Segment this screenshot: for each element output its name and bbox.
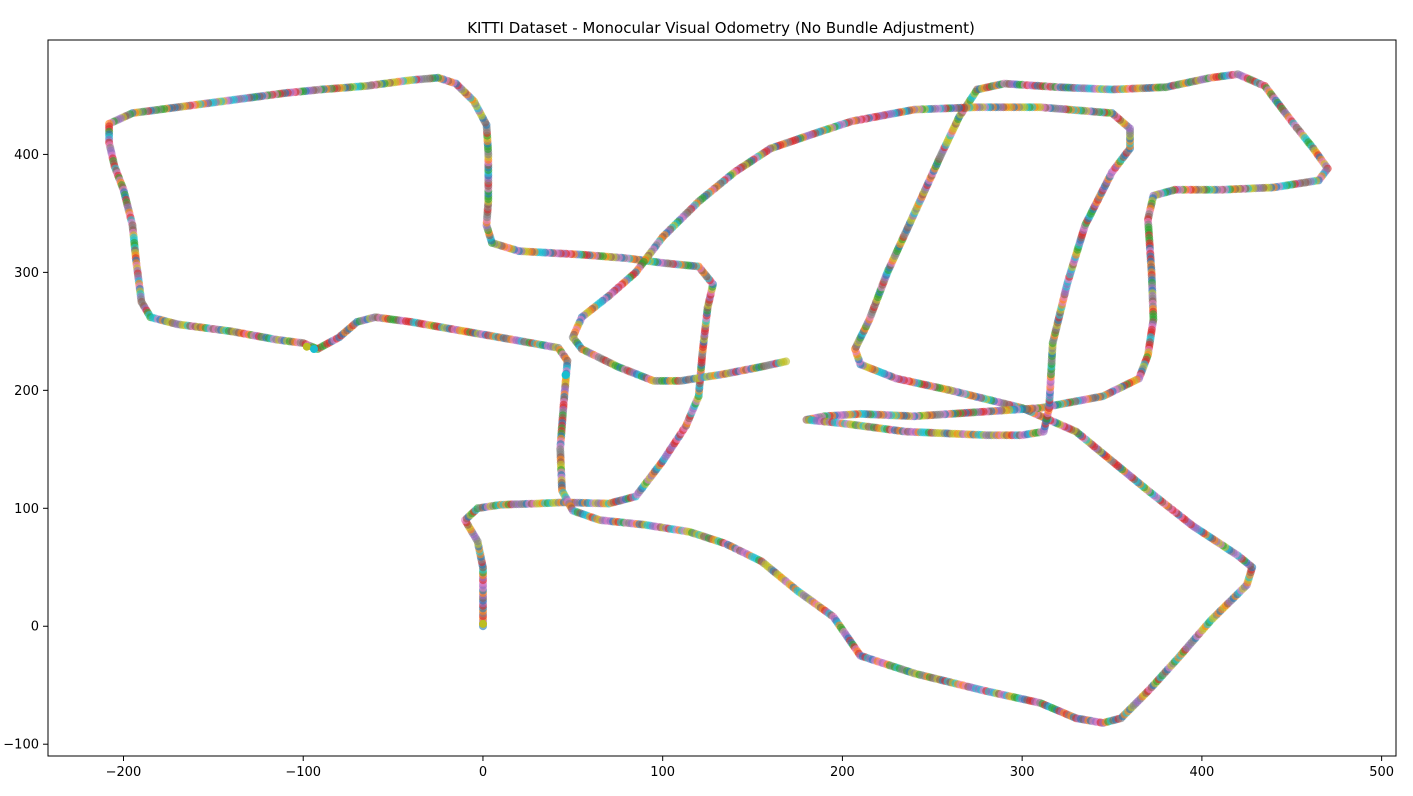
y-axis: −100 0 100 200 300 400 bbox=[3, 148, 48, 753]
y-tick-label: −100 bbox=[3, 738, 39, 753]
x-tick-label: 400 bbox=[1189, 765, 1214, 780]
x-tick-label: 100 bbox=[650, 765, 675, 780]
y-tick-label: 400 bbox=[14, 148, 39, 163]
trajectory-point bbox=[310, 345, 318, 353]
y-tick-label: 300 bbox=[14, 266, 39, 281]
x-tick-label: 200 bbox=[830, 765, 855, 780]
trajectory-point bbox=[782, 357, 791, 366]
x-tick-label: 500 bbox=[1369, 765, 1394, 780]
trajectory-point bbox=[302, 342, 311, 351]
x-tick-label: −100 bbox=[285, 765, 321, 780]
chart-title: KITTI Dataset - Monocular Visual Odometr… bbox=[467, 19, 975, 37]
trajectory-point bbox=[479, 619, 487, 628]
y-tick-label: 100 bbox=[14, 502, 39, 517]
x-axis: −200 −100 0 100 200 300 400 500 bbox=[106, 756, 1394, 780]
plot-frame bbox=[47, 39, 1397, 757]
y-tick-label: 200 bbox=[14, 384, 39, 399]
trajectory-points bbox=[105, 70, 1332, 727]
y-tick-label: 0 bbox=[31, 620, 39, 635]
x-tick-label: 0 bbox=[479, 765, 487, 780]
x-tick-label: 300 bbox=[1010, 765, 1035, 780]
trajectory-point bbox=[561, 371, 570, 379]
x-tick-label: −200 bbox=[106, 765, 142, 780]
